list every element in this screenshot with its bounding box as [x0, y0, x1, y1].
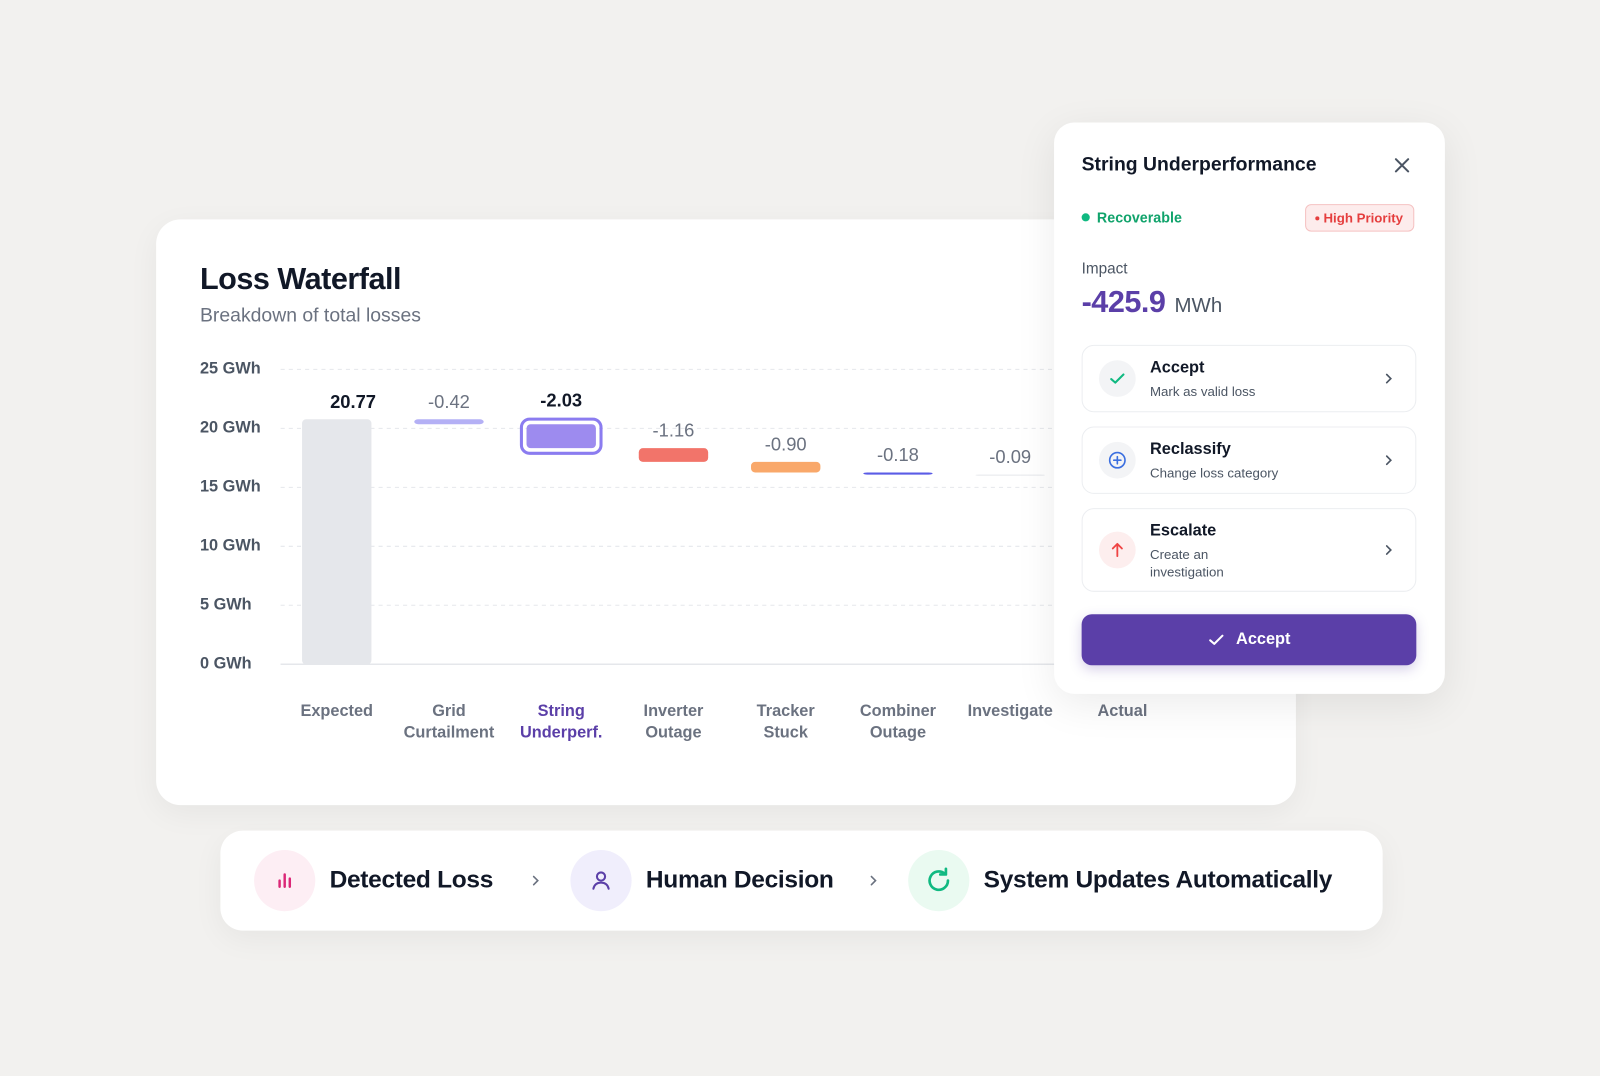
value-label: -0.18 — [877, 444, 919, 465]
chart-title: Loss Waterfall — [199, 262, 401, 296]
x-tick-line: Curtailment — [404, 724, 495, 742]
priority-badge: High Priority — [1305, 204, 1415, 232]
chart-subtitle: Breakdown of total losses — [199, 305, 421, 327]
priority-text: High Priority — [1323, 210, 1404, 226]
x-tick-line: Investigate — [968, 703, 1053, 721]
x-tick-label: Inverter Outage — [644, 703, 704, 742]
bar — [302, 419, 372, 665]
bar — [751, 461, 821, 473]
button-label: Accept — [1236, 630, 1291, 648]
x-tick-line: Actual — [1098, 703, 1148, 721]
x-tick-line: Underperf. — [520, 724, 602, 742]
x-tick-label: Actual — [1098, 703, 1148, 721]
flow-bar: Detected Loss Human Decision System Upda… — [220, 830, 1383, 931]
y-tick-label: 20 GWh — [200, 419, 261, 437]
chevron — [870, 875, 877, 886]
action-description: Create an investigation — [1149, 546, 1224, 580]
action-icon — [1098, 531, 1136, 569]
action-accept[interactable]: Accept Mark as valid loss — [1081, 344, 1417, 413]
bar — [638, 448, 709, 462]
x-tick-line: Outage — [645, 724, 701, 742]
x-tick-label: Combiner Outage — [860, 703, 937, 742]
x-tick-line: Stuck — [763, 724, 808, 742]
x-tick-line: Grid — [432, 703, 466, 721]
status-dot — [1081, 213, 1090, 222]
step-label: Human Decision — [645, 866, 834, 894]
chevron — [532, 875, 539, 886]
step-label: Detected Loss — [329, 866, 494, 894]
priority-dot — [1315, 215, 1320, 220]
step-icon — [254, 849, 316, 912]
value-label: -1.16 — [653, 420, 695, 441]
action-reclassify[interactable]: Reclassify Change loss category — [1081, 426, 1417, 494]
y-tick-label: 0 GWh — [200, 655, 252, 673]
x-tick-line: Outage — [870, 724, 926, 742]
y-tick-label: 5 GWh — [200, 596, 252, 614]
action-icon — [1098, 360, 1136, 397]
flow-step: Human Decision — [570, 849, 834, 912]
flow-step: System Updates Automatically — [908, 849, 1333, 912]
status-text: Recoverable — [1096, 209, 1182, 226]
x-tick-line: Inverter — [644, 703, 704, 721]
impact-unit: MWh — [1174, 294, 1223, 318]
detail-panel: String Underperformance Recoverable High… — [1054, 122, 1445, 694]
x-tick-line: Expected — [300, 703, 373, 721]
chevron — [1385, 373, 1392, 384]
step-icon — [908, 849, 970, 912]
check-icon — [1209, 634, 1224, 645]
y-tick-label: 25 GWh — [200, 360, 261, 378]
bar — [975, 474, 1045, 476]
value-label: -0.90 — [765, 433, 807, 454]
action-escalate[interactable]: Escalate Create an investigation — [1081, 508, 1417, 592]
status: Recoverable — [1081, 209, 1182, 226]
x-tick-line: Tracker — [757, 703, 816, 721]
chart: 0 GWh 5 GWh 10 GWh 15 GWh 20 GWh 25 GWh Expect… — [200, 360, 1184, 742]
impact-label: Impact — [1081, 260, 1128, 278]
x-tick-label: Tracker Stuck — [757, 703, 816, 742]
impact-value: -425.9 — [1081, 285, 1166, 320]
action-title: Escalate — [1149, 522, 1217, 540]
x-tick-label: Expected — [300, 703, 373, 721]
accept-button[interactable]: Accept — [1081, 614, 1417, 666]
step-icon — [570, 849, 632, 912]
x-tick-label: Investigate — [968, 703, 1053, 721]
action-title: Accept — [1149, 359, 1205, 377]
panel-title: String Underperformance — [1081, 154, 1317, 176]
action-description: Change loss category — [1149, 465, 1279, 481]
chevron — [1385, 455, 1392, 466]
step-label: System Updates Automatically — [983, 866, 1333, 894]
y-tick-label: 10 GWh — [200, 537, 261, 555]
chevron — [1385, 545, 1392, 555]
impact: -425.9 MWh — [1082, 286, 1223, 321]
bar — [414, 419, 484, 425]
close-button[interactable] — [1392, 155, 1412, 175]
action-title: Reclassify — [1149, 440, 1231, 459]
x-tick-label: Grid Curtailment — [404, 703, 495, 742]
flow-step: Detected Loss — [254, 849, 494, 912]
action-description: Mark as valid loss — [1149, 383, 1256, 399]
bar — [526, 424, 596, 449]
value-label: 20.77 — [330, 391, 376, 412]
x-tick-label: String Underperf. — [520, 703, 602, 742]
bar — [863, 472, 933, 475]
x-tick-line: Combiner — [860, 703, 937, 721]
value-label: -0.42 — [428, 391, 470, 412]
x-tick-line: String — [538, 703, 585, 721]
action-icon — [1098, 441, 1136, 479]
y-tick-label: 15 GWh — [200, 478, 261, 496]
bar-highlight — [519, 417, 603, 455]
value-label: -0.09 — [989, 446, 1031, 467]
value-label: -2.03 — [540, 390, 582, 411]
